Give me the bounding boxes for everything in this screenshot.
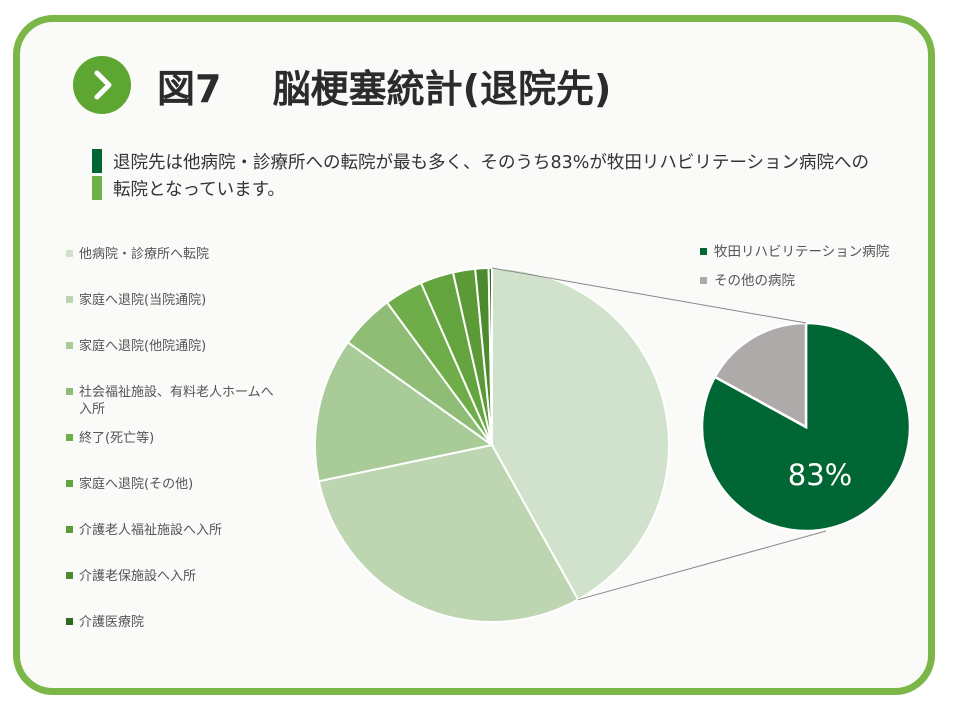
leader-line — [577, 530, 827, 601]
legend-label: 牧田リハビリテーション病院 — [714, 244, 890, 260]
legend-label: 他病院・診療所へ転院 — [79, 247, 210, 262]
pie-slice — [713, 321, 808, 430]
accent-bar-dark — [92, 149, 102, 173]
legend-item: 終了(死亡等) — [66, 430, 285, 447]
legend-label: 介護老保施設へ入所 — [79, 569, 197, 584]
sub-pie-legend: 牧田リハビリテーション病院 その他の病院 — [700, 243, 889, 301]
legend-item: 家庭へ退院(当院通院) — [66, 292, 285, 309]
legend-item: 社会福祉施設、有料老人ホームへ入所 — [66, 384, 285, 418]
legend-label: 介護老人福祉施設へ入所 — [79, 523, 223, 538]
legend-swatch — [66, 526, 73, 533]
legend-item: 牧田リハビリテーション病院 — [700, 243, 889, 261]
legend-label: 介護医療院 — [79, 615, 145, 630]
header-badge — [73, 56, 131, 114]
legend-swatch — [700, 277, 707, 284]
data-label: 83% — [788, 458, 852, 492]
legend-label: 社会福祉施設、有料老人ホームへ入所 — [79, 385, 274, 417]
legend-swatch — [66, 296, 73, 303]
legend-item: 家庭へ退院(その他) — [66, 476, 285, 493]
pie-slice — [314, 340, 495, 483]
pie-slice — [317, 443, 580, 623]
legend-item: その他の病院 — [700, 272, 889, 290]
legend-swatch — [66, 618, 73, 625]
legend-swatch — [700, 248, 707, 255]
legend-label: 終了(死亡等) — [79, 431, 155, 446]
description-text: 退院先は他病院・診療所への転院が最も多く、そのうち83%が牧田リハビリテーション… — [113, 153, 870, 200]
legend-swatch — [66, 388, 73, 395]
legend-item: 家庭へ退院(他院通院) — [66, 338, 285, 355]
pie-slice — [487, 266, 493, 446]
accent-bar-light — [92, 176, 102, 200]
legend-item: 介護老人福祉施設へ入所 — [66, 522, 285, 539]
page-title: 図7 脳梗塞統計(退院先) — [157, 67, 612, 111]
leader-line — [491, 267, 807, 324]
pie-slice — [700, 321, 912, 533]
legend-swatch — [66, 434, 73, 441]
legend-swatch — [66, 342, 73, 349]
legend-label: 家庭へ退院(その他) — [79, 477, 194, 492]
legend-swatch — [66, 480, 73, 487]
legend-swatch — [66, 572, 73, 579]
legend-item: 介護医療院 — [66, 614, 285, 631]
legend-item: 介護老保施設へ入所 — [66, 568, 285, 585]
chevron-right-icon — [94, 70, 112, 100]
legend-label: その他の病院 — [714, 273, 795, 289]
legend-swatch — [66, 250, 73, 257]
legend-label: 家庭へ退院(他院通院) — [79, 339, 207, 354]
legend-label: 家庭へ退院(当院通院) — [79, 293, 207, 308]
legend-item: 他病院・診療所へ転院 — [66, 246, 285, 263]
